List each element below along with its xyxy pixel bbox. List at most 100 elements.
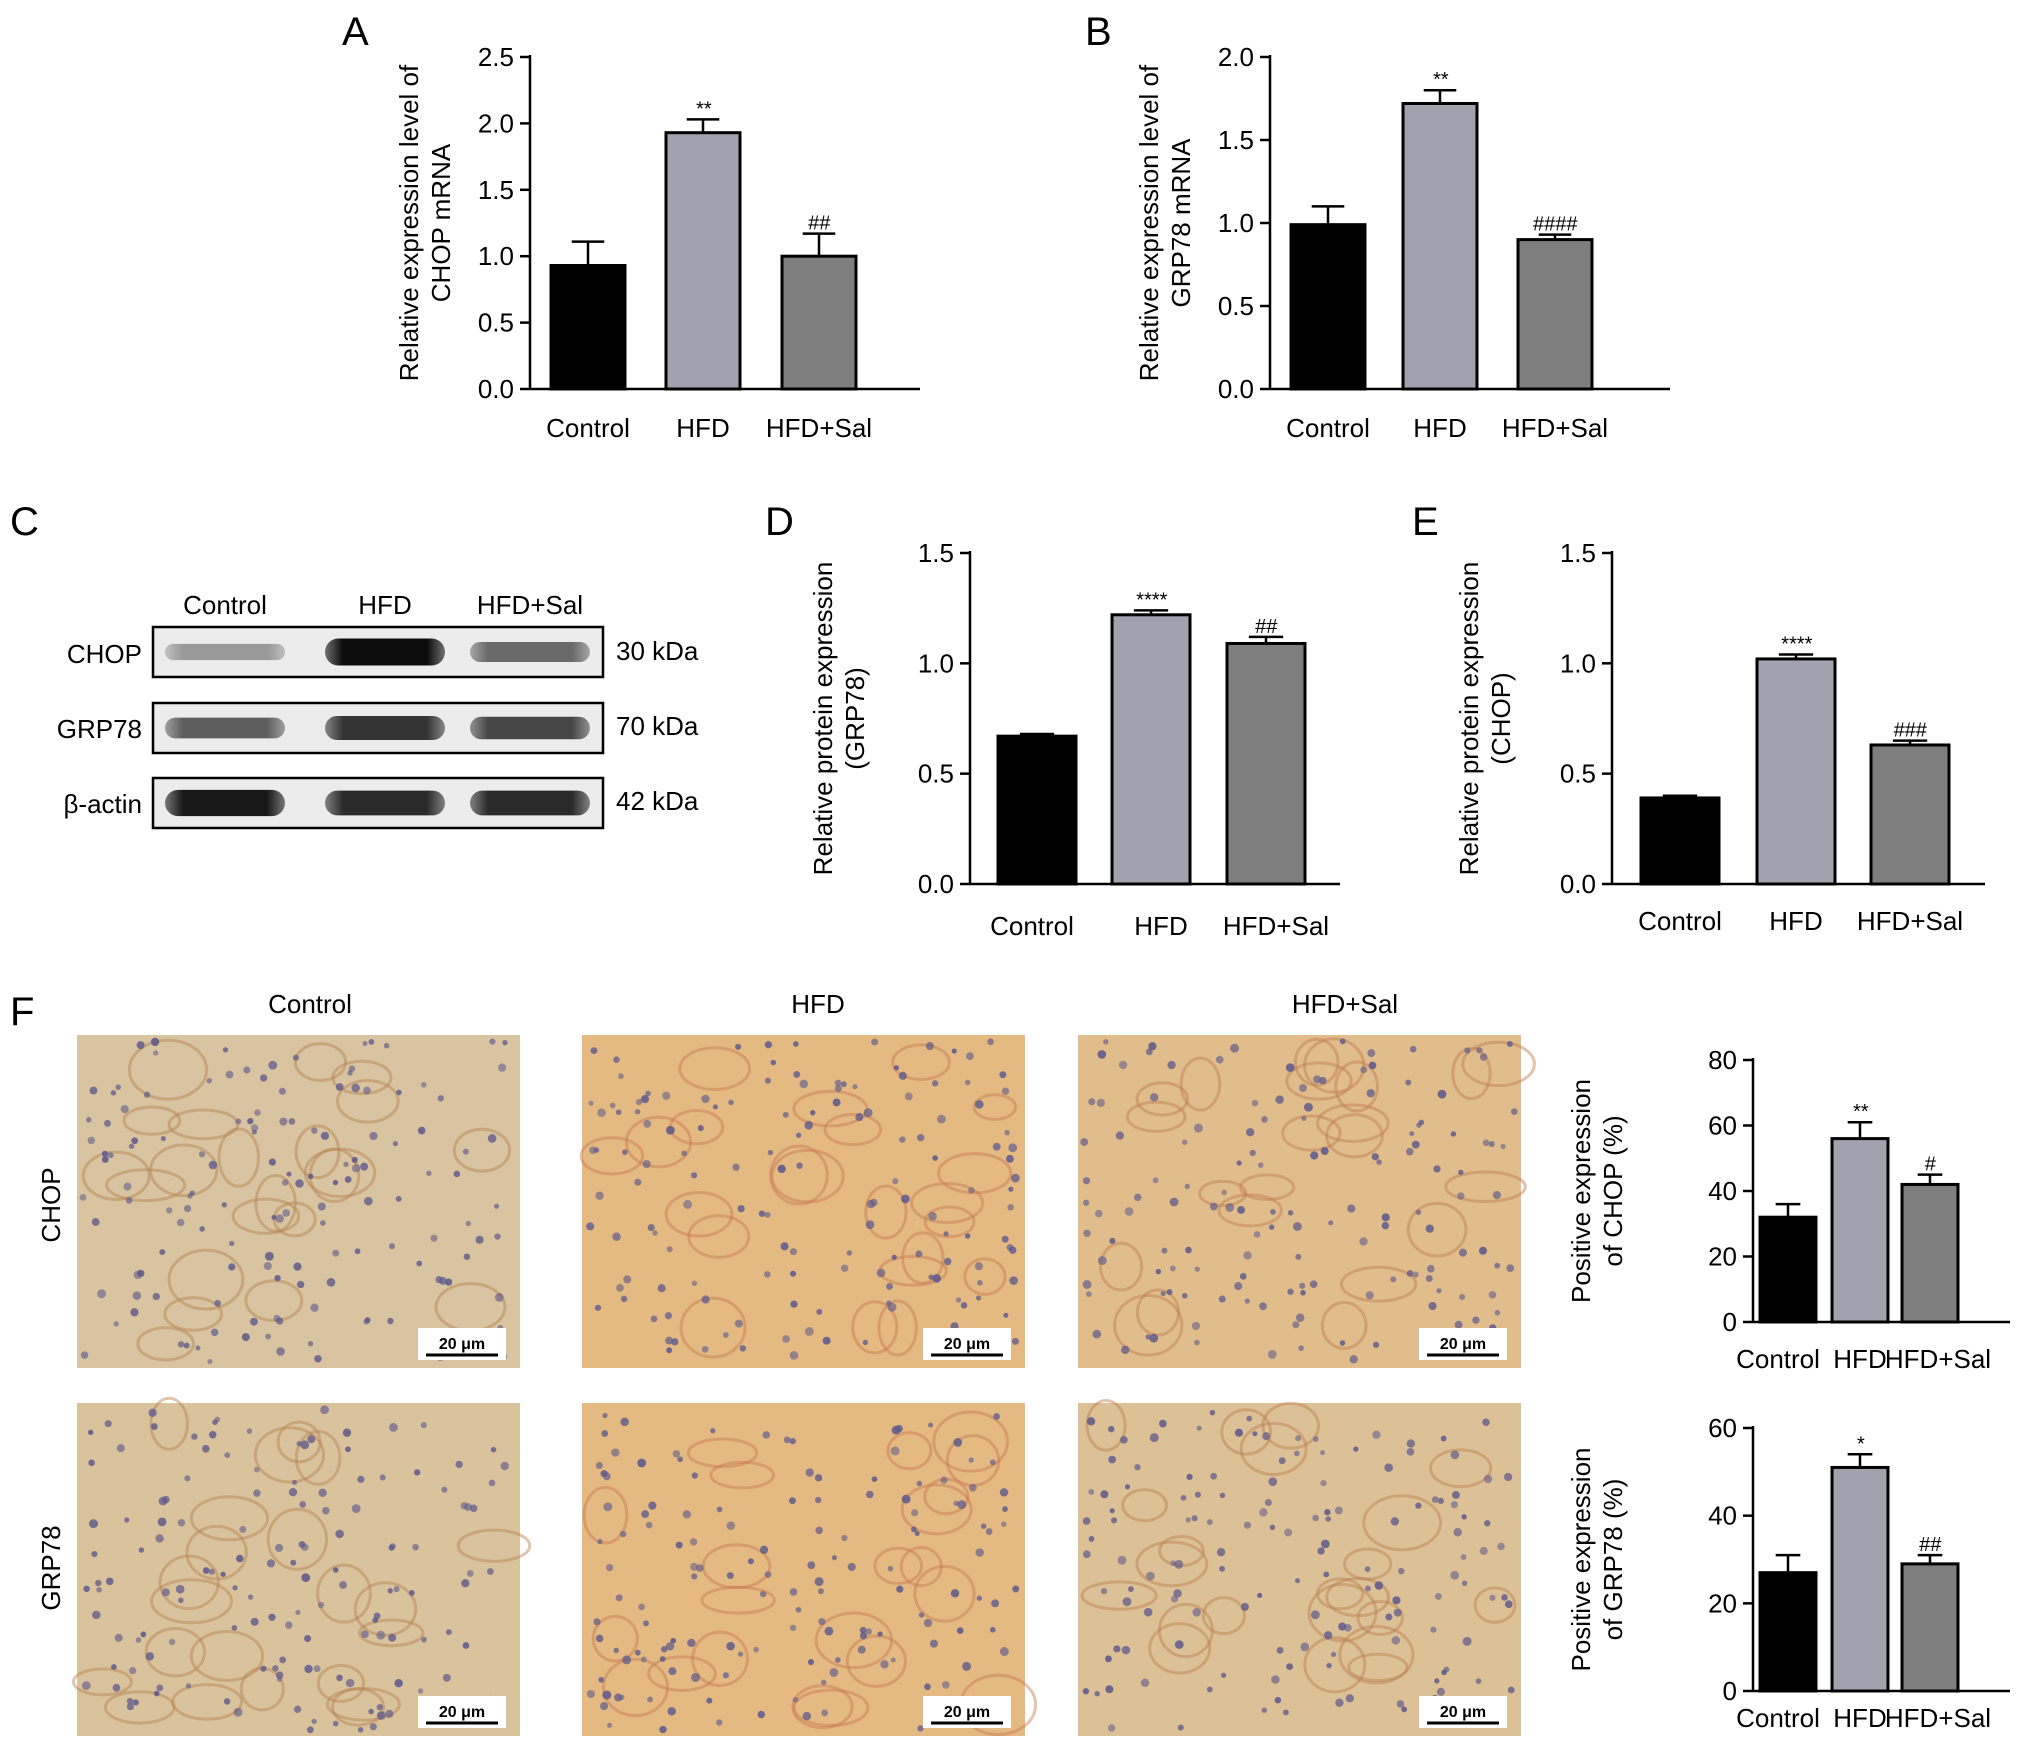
blot-band <box>470 716 590 740</box>
cell-nucleus <box>863 1108 873 1118</box>
cell-nucleus <box>915 1250 923 1258</box>
tissue-background <box>582 1403 1025 1736</box>
cell-nucleus <box>389 1422 398 1432</box>
cell-nucleus <box>376 1711 386 1720</box>
tubule-outline <box>1339 1265 1418 1303</box>
cell-nucleus <box>595 1191 604 1200</box>
tubule-outline <box>1135 1081 1190 1117</box>
cell-nucleus <box>1328 1220 1334 1226</box>
cell-nucleus <box>494 1293 504 1302</box>
cell-nucleus <box>726 1641 735 1651</box>
cell-nucleus <box>488 1479 496 1487</box>
cell-nucleus <box>307 1341 314 1347</box>
cell-nucleus <box>1381 1221 1390 1230</box>
cell-nucleus <box>247 1118 254 1125</box>
wb-size-label: 30 kDa <box>616 636 699 666</box>
scale-bar-label: 20 μm <box>1440 1336 1486 1353</box>
cell-nucleus <box>1325 1516 1332 1522</box>
cell-nucleus <box>1406 1448 1415 1456</box>
cell-nucleus <box>976 1595 983 1601</box>
cell-nucleus <box>1167 1060 1176 1070</box>
y-axis-label-line: of GRP78 (%) <box>1598 1479 1628 1641</box>
cell-nucleus <box>1169 1197 1179 1207</box>
bar <box>780 254 858 391</box>
y-axis-label: Relative expression level ofGRP78 mRNA <box>1134 64 1196 381</box>
blot-band <box>470 642 590 662</box>
cell-nucleus <box>1092 1329 1102 1339</box>
tubule-outline <box>891 1043 951 1081</box>
y-axis-label: Relative protein expression(CHOP) <box>1454 562 1516 876</box>
cell-nucleus <box>1353 1446 1359 1452</box>
category-label: Control <box>546 413 630 443</box>
cell-nucleus <box>1271 1675 1280 1684</box>
cell-nucleus <box>802 1711 812 1721</box>
cell-nucleus <box>220 1571 226 1577</box>
cell-nucleus <box>1437 1497 1445 1505</box>
cell-nucleus <box>593 1147 600 1153</box>
cell-nucleus <box>86 1117 92 1123</box>
bar-chart-b: 0.0 0.5 1.0 1.5 2.0 Relative expression level… <box>1134 42 1670 443</box>
tubule-outline <box>276 1420 322 1464</box>
cell-nucleus <box>815 1526 823 1535</box>
cell-nucleus <box>640 1656 647 1663</box>
cell-nucleus <box>732 1163 740 1171</box>
scale-bar-label: 20 μm <box>944 1336 990 1353</box>
tubule-outline <box>770 1148 845 1204</box>
y-tick-label: 0.0 <box>478 374 514 404</box>
y-tick-label: 0.5 <box>1560 759 1596 789</box>
cell-nucleus <box>665 1642 675 1651</box>
cell-nucleus <box>345 1446 351 1453</box>
cell-nucleus <box>1128 1586 1134 1592</box>
cell-nucleus <box>1285 1063 1295 1072</box>
cell-nucleus <box>502 1039 508 1046</box>
cell-nucleus <box>354 1248 361 1255</box>
cell-nucleus <box>1257 1162 1264 1169</box>
cell-nucleus <box>1393 1608 1402 1617</box>
tubule-outline <box>1201 1596 1246 1636</box>
cell-nucleus <box>1391 1636 1401 1645</box>
cell-nucleus <box>103 1119 111 1127</box>
cell-nucleus <box>1008 1186 1014 1192</box>
cell-nucleus <box>1476 1047 1483 1054</box>
bar <box>1830 1465 1890 1693</box>
cell-nucleus <box>271 1214 277 1220</box>
cell-nucleus <box>759 1545 769 1554</box>
cell-nucleus <box>1097 1256 1107 1266</box>
wb-column-label: HFD+Sal <box>477 590 583 620</box>
cell-nucleus <box>1124 1484 1131 1490</box>
cell-nucleus <box>793 1070 801 1078</box>
cell-nucleus <box>1095 1209 1103 1218</box>
cell-nucleus <box>1507 1686 1515 1694</box>
tubule-outline <box>864 1184 908 1240</box>
cell-nucleus <box>865 1220 875 1230</box>
cell-nucleus <box>129 1667 137 1675</box>
cell-nucleus <box>307 1726 314 1734</box>
cell-nucleus <box>637 1458 647 1468</box>
cell-nucleus <box>1088 1098 1096 1106</box>
tubule-outline <box>601 1657 670 1718</box>
cell-nucleus <box>1339 1340 1346 1346</box>
cell-nucleus <box>782 1335 790 1343</box>
ihc-image: 20 μm <box>1078 1399 1521 1736</box>
cell-nucleus <box>893 1065 899 1071</box>
category-label: HFD+Sal <box>1885 1703 1991 1733</box>
cell-nucleus <box>1409 1131 1415 1137</box>
cell-nucleus <box>1261 1116 1268 1123</box>
tubule-outline <box>1220 1408 1272 1456</box>
cell-nucleus <box>1100 1588 1108 1595</box>
cell-nucleus <box>442 1673 451 1682</box>
cell-nucleus <box>1458 1169 1464 1176</box>
cell-nucleus <box>153 1050 159 1056</box>
cell-nucleus <box>783 1436 791 1444</box>
tubule-outline <box>316 1563 372 1624</box>
category-label: Control <box>1286 413 1370 443</box>
cell-nucleus <box>993 1413 1000 1420</box>
cell-nucleus <box>841 1534 848 1542</box>
tubule-outline <box>701 1543 772 1590</box>
cell-nucleus <box>1221 1189 1227 1196</box>
cell-nucleus <box>394 1678 403 1688</box>
cell-nucleus <box>602 1690 612 1700</box>
cell-nucleus <box>79 1193 87 1201</box>
bar <box>1758 1215 1818 1324</box>
cell-nucleus <box>111 1664 117 1670</box>
